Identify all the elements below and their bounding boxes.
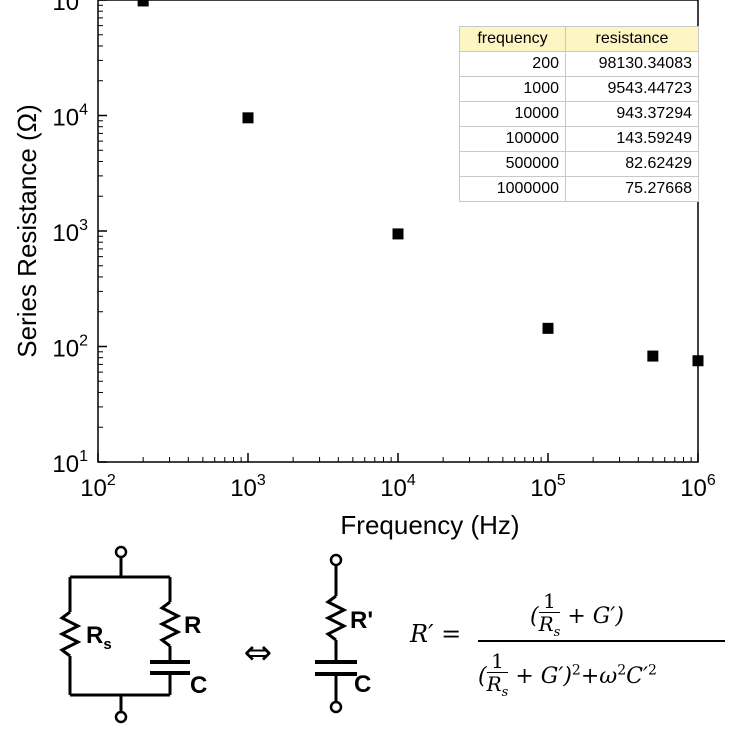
fraction-bar xyxy=(478,640,725,642)
table-cell: 98130.34083 xyxy=(565,51,699,77)
omega-square: 2 xyxy=(617,662,627,679)
frac-numerator: 1 xyxy=(486,650,509,673)
equivalence-symbol: ⇔ xyxy=(244,633,273,673)
x-tick-label: 105 xyxy=(530,472,566,502)
y-tick-label: 101 xyxy=(52,448,88,478)
terminal-bottom-series xyxy=(329,700,343,714)
y-tick-label: 103 xyxy=(52,217,88,247)
table-cell: 200 xyxy=(459,51,566,77)
table-header-row: frequency resistance xyxy=(459,26,699,52)
formula-fraction: 1 Rs xyxy=(486,650,509,704)
data-point xyxy=(542,322,554,334)
frac-den-sub: s xyxy=(501,685,509,700)
table-row: 500000 82.62429 xyxy=(459,151,699,177)
x-tick-label: 103 xyxy=(230,472,266,502)
data-points xyxy=(137,0,704,367)
table-cell: 143.59249 xyxy=(565,126,699,152)
label-c-prime: C xyxy=(354,671,371,698)
formula-paren: ( xyxy=(530,604,539,629)
series-circuit xyxy=(315,553,357,714)
terminal-top xyxy=(114,545,128,559)
resistor-r-prime xyxy=(324,594,348,642)
y-axis-label: Series Resistance (Ω) xyxy=(12,104,42,358)
c-term: C′ xyxy=(626,664,648,689)
x-tick-label: 106 xyxy=(680,472,716,502)
y-tick-label: 105 xyxy=(52,0,88,16)
table-row: 100000 143.59249 xyxy=(459,126,699,152)
data-point xyxy=(242,112,254,124)
data-table: frequency resistance 200 98130.34083 1000… xyxy=(459,26,699,202)
label-rs: Rs xyxy=(86,622,112,653)
table-row: 1000 9543.44723 xyxy=(459,76,699,102)
formula-denominator: (1 Rs + G′)2+ω2C′2 xyxy=(478,650,657,704)
c-square: 2 xyxy=(647,662,657,679)
label-r: R xyxy=(184,612,201,639)
table-cell: 82.62429 xyxy=(565,151,699,177)
denominator-square: 2 xyxy=(571,662,581,679)
denominator-rest: + G′) xyxy=(515,664,572,689)
table-cell: 10000 xyxy=(459,101,566,127)
table-cell: 100000 xyxy=(459,126,566,152)
label-r-prime: R' xyxy=(350,607,373,634)
table-cell: 943.37294 xyxy=(565,101,699,127)
table-row: 1000000 75.27668 xyxy=(459,176,699,202)
table-row: 200 98130.34083 xyxy=(459,51,699,77)
label-c: C xyxy=(190,672,207,699)
formula-numerator: (1 Rs + G′) xyxy=(530,590,624,644)
terminal-top-series xyxy=(329,553,343,567)
formula-fraction: 1 Rs xyxy=(538,590,561,644)
frac-numerator: 1 xyxy=(538,590,561,613)
table-cell: 75.27668 xyxy=(565,176,699,202)
y-tick-label: 104 xyxy=(52,102,88,132)
resistor-rs xyxy=(58,610,82,658)
x-tick-label: 102 xyxy=(80,472,116,502)
x-axis-label: Frequency (Hz) xyxy=(340,510,519,540)
y-axis-ticks: 101 102 103 104 105 xyxy=(52,0,107,478)
x-tick-label: 104 xyxy=(380,472,416,502)
frac-denominator: Rs xyxy=(487,673,509,704)
frac-denominator: Rs xyxy=(539,613,561,644)
terminal-bottom xyxy=(114,710,128,724)
y-tick-label: 102 xyxy=(52,333,88,363)
resistance-formula: R′ = (1 Rs + G′) (1 Rs + G′)2+ω2C′2 xyxy=(410,590,725,710)
column-header-resistance: resistance xyxy=(565,26,699,52)
table-cell: 9543.44723 xyxy=(565,76,699,102)
table-cell: 500000 xyxy=(459,151,566,177)
equivalent-circuit-diagram: Rs R C ⇔ R' C xyxy=(58,545,373,724)
formula-lhs: R′ = xyxy=(410,620,462,648)
frac-den-symbol: R xyxy=(538,612,554,636)
frac-den-symbol: R xyxy=(486,672,502,696)
x-axis-ticks: 102 103 104 105 106 xyxy=(80,453,716,502)
data-point xyxy=(692,355,704,367)
data-point xyxy=(137,0,149,7)
data-point xyxy=(647,350,659,362)
omega-term: +ω xyxy=(580,664,618,689)
table-row: 10000 943.37294 xyxy=(459,101,699,127)
resistor-r xyxy=(158,600,182,648)
table-cell: 1000000 xyxy=(459,176,566,202)
table-cell: 1000 xyxy=(459,76,566,102)
numerator-rest: + G′) xyxy=(567,604,624,629)
parallel-circuit xyxy=(58,545,190,724)
column-header-frequency: frequency xyxy=(459,26,566,52)
formula-paren: ( xyxy=(478,664,487,689)
frac-den-sub: s xyxy=(553,625,561,640)
data-point xyxy=(392,228,404,240)
